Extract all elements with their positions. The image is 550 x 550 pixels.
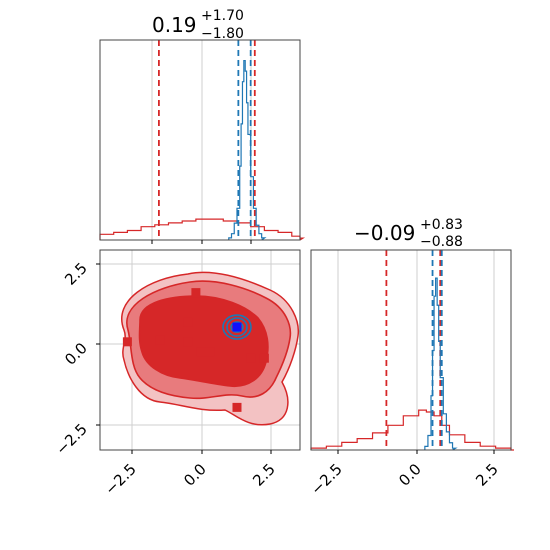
- p3-ytick-label-0: −2.5: [52, 420, 90, 458]
- histogram-x-panel: [99, 39, 306, 244]
- p3-xtick-label-2: 2.5: [249, 460, 279, 490]
- title-x-upper: +1.70: [201, 8, 244, 24]
- p1-frame: [99, 39, 301, 241]
- p3-red-point-8: [259, 353, 269, 363]
- p3-blue-point: [232, 322, 242, 332]
- p3-red-point-7: [246, 353, 256, 363]
- p3-red-point-5: [196, 347, 206, 357]
- p3-red-point-9: [232, 402, 242, 412]
- p3-red-point-1: [183, 317, 193, 327]
- title-y-upper: +0.83: [420, 217, 463, 233]
- p1-blue-hist: [228, 59, 267, 241]
- histogram-y-panel: −2.5 0.0 2.5: [307, 249, 514, 499]
- title-x-value: 0.19: [152, 13, 197, 37]
- title-y-value: −0.09: [354, 221, 415, 245]
- p3-red-point-4: [183, 337, 193, 347]
- p3-blue-contour-1: [226, 317, 248, 337]
- p1-red-hist: [99, 218, 306, 241]
- p2-frame: [310, 249, 512, 451]
- p3-red-point-2: [122, 337, 132, 347]
- p2-xtick-label-0: −2.5: [307, 460, 345, 498]
- p3-red-point-6: [205, 347, 215, 357]
- title-y-lower: −0.88: [420, 234, 463, 250]
- p3-frame: [99, 249, 301, 451]
- p2-xtick-label-1: 0.0: [395, 460, 425, 490]
- p3-red-point-0: [191, 288, 201, 298]
- title-x-lower: −1.80: [201, 26, 244, 42]
- p2-xtick-label-2: 2.5: [472, 460, 502, 490]
- p2-blue-hist: [424, 277, 458, 451]
- p2-red-hist: [310, 409, 514, 451]
- p3-xtick-label-1: 0.0: [180, 460, 210, 490]
- p3-blue-contour-0: [222, 314, 252, 340]
- density-2d-panel: −2.5 0.0 2.5 −2.5 0.0 2.5: [52, 249, 301, 499]
- p3-red-point-3: [155, 335, 165, 345]
- p3-ytick-label-1: 0.0: [61, 339, 91, 369]
- p3-xtick-label-0: −2.5: [101, 460, 139, 498]
- p3-blue-contour-2: [230, 321, 244, 333]
- p3-ytick-label-2: 2.5: [61, 259, 91, 289]
